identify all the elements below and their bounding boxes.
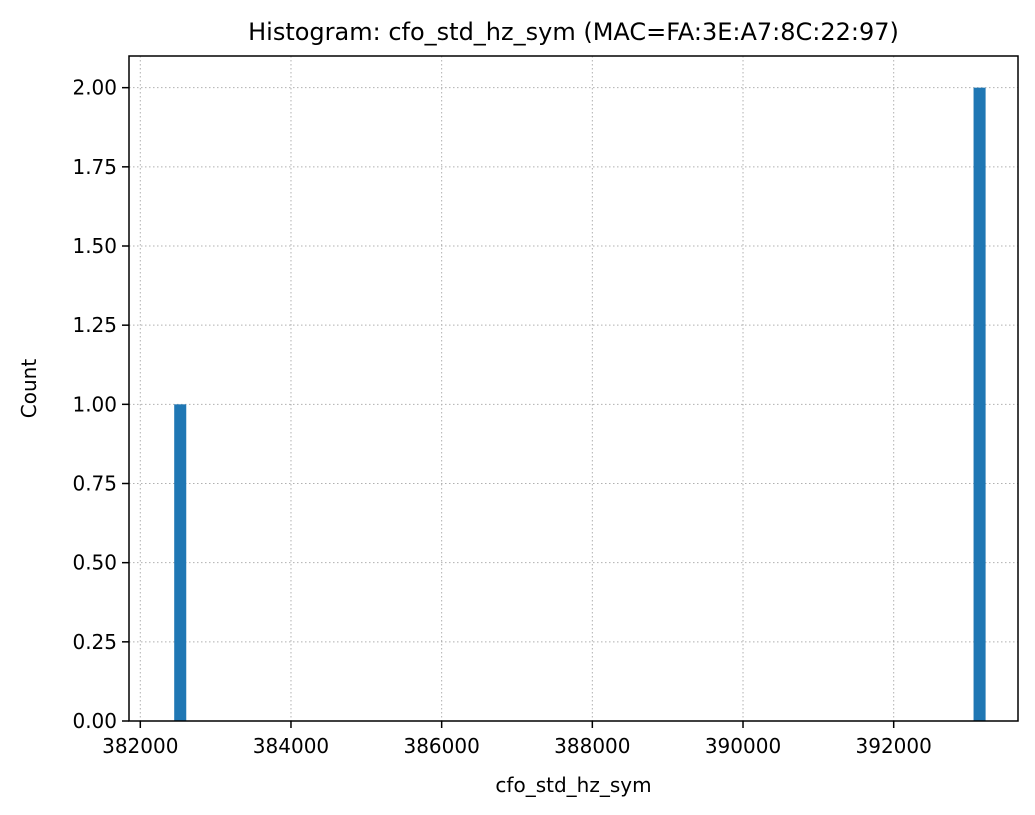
y-tick-label: 1.00 [72, 392, 117, 416]
histogram-bar [174, 404, 187, 721]
y-tick-label: 1.50 [72, 234, 117, 258]
y-tick-label: 0.75 [72, 472, 117, 496]
y-tick-label: 0.00 [72, 709, 117, 733]
x-axis-ticks: 382000 384000 386000 388000 390000 392000 [102, 721, 932, 758]
x-tick-label: 392000 [856, 734, 932, 758]
x-tick-label: 386000 [403, 734, 479, 758]
chart-title: Histogram: cfo_std_hz_sym (MAC=FA:3E:A7:… [248, 18, 899, 46]
bars-layer [174, 87, 986, 721]
y-tick-label: 2.00 [72, 76, 117, 100]
y-tick-label: 1.75 [72, 155, 117, 179]
y-tick-label: 0.25 [72, 630, 117, 654]
x-tick-label: 382000 [102, 734, 178, 758]
x-axis-label: cfo_std_hz_sym [495, 773, 651, 797]
y-axis-ticks: 0.00 0.25 0.50 0.75 1.00 1.25 1.50 1.75 2.00 [72, 76, 129, 733]
x-tick-label: 384000 [253, 734, 329, 758]
plot-frame [128, 55, 1019, 722]
x-tick-label: 388000 [554, 734, 630, 758]
x-tick-label: 390000 [705, 734, 781, 758]
y-axis-label: Count [17, 359, 41, 419]
y-tick-label: 0.50 [72, 551, 117, 575]
y-tick-label: 1.25 [72, 313, 117, 337]
histogram-bar [973, 87, 986, 721]
grid-layer [129, 56, 1018, 722]
